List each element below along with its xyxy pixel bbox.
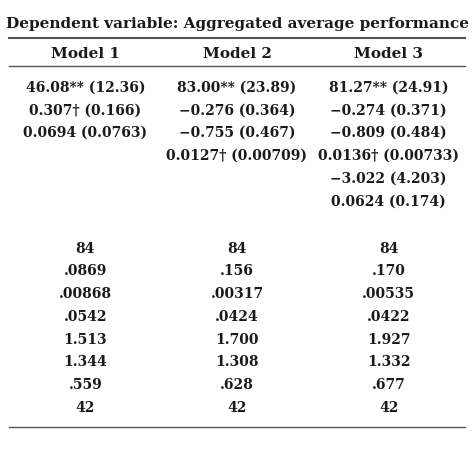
Text: 83.00** (23.89): 83.00** (23.89): [177, 81, 297, 95]
Text: 1.700: 1.700: [215, 333, 259, 347]
Text: 84: 84: [379, 242, 398, 256]
Text: 0.0136† (0.00733): 0.0136† (0.00733): [318, 149, 459, 163]
Text: .00535: .00535: [362, 287, 415, 301]
Text: .0422: .0422: [367, 310, 410, 324]
Text: −0.276 (0.364): −0.276 (0.364): [179, 103, 295, 118]
Text: .628: .628: [220, 378, 254, 392]
Text: 42: 42: [76, 401, 95, 415]
Text: Model 2: Model 2: [202, 47, 272, 62]
Text: .0869: .0869: [64, 264, 107, 279]
Text: 1.513: 1.513: [64, 333, 107, 347]
Text: −0.755 (0.467): −0.755 (0.467): [179, 126, 295, 140]
Text: 1.927: 1.927: [367, 333, 410, 347]
Text: .0424: .0424: [215, 310, 259, 324]
Text: Dependent variable: Aggregated average performance: Dependent variable: Aggregated average p…: [6, 17, 468, 31]
Text: 0.307† (0.166): 0.307† (0.166): [29, 103, 141, 118]
Text: 42: 42: [379, 401, 398, 415]
Text: −0.809 (0.484): −0.809 (0.484): [330, 126, 447, 140]
Text: 81.27** (24.91): 81.27** (24.91): [329, 81, 448, 95]
Text: −0.274 (0.371): −0.274 (0.371): [330, 103, 447, 118]
Text: 84: 84: [228, 242, 246, 256]
Text: Model 3: Model 3: [354, 47, 423, 62]
Text: .0542: .0542: [64, 310, 107, 324]
Text: 1.344: 1.344: [64, 356, 107, 370]
Text: 1.332: 1.332: [367, 356, 410, 370]
Text: 1.308: 1.308: [215, 356, 259, 370]
Text: 42: 42: [228, 401, 246, 415]
Text: −3.022 (4.203): −3.022 (4.203): [330, 172, 447, 186]
Text: .156: .156: [220, 264, 254, 279]
Text: 0.0127† (0.00709): 0.0127† (0.00709): [166, 149, 308, 163]
Text: 46.08** (12.36): 46.08** (12.36): [26, 81, 145, 95]
Text: .559: .559: [68, 378, 102, 392]
Text: Model 1: Model 1: [51, 47, 120, 62]
Text: 0.0694 (0.0763): 0.0694 (0.0763): [23, 126, 147, 140]
Text: .677: .677: [372, 378, 406, 392]
Text: 84: 84: [76, 242, 95, 256]
Text: .00317: .00317: [210, 287, 264, 301]
Text: .00868: .00868: [59, 287, 112, 301]
Text: 0.0624 (0.174): 0.0624 (0.174): [331, 194, 446, 209]
Text: .170: .170: [372, 264, 406, 279]
